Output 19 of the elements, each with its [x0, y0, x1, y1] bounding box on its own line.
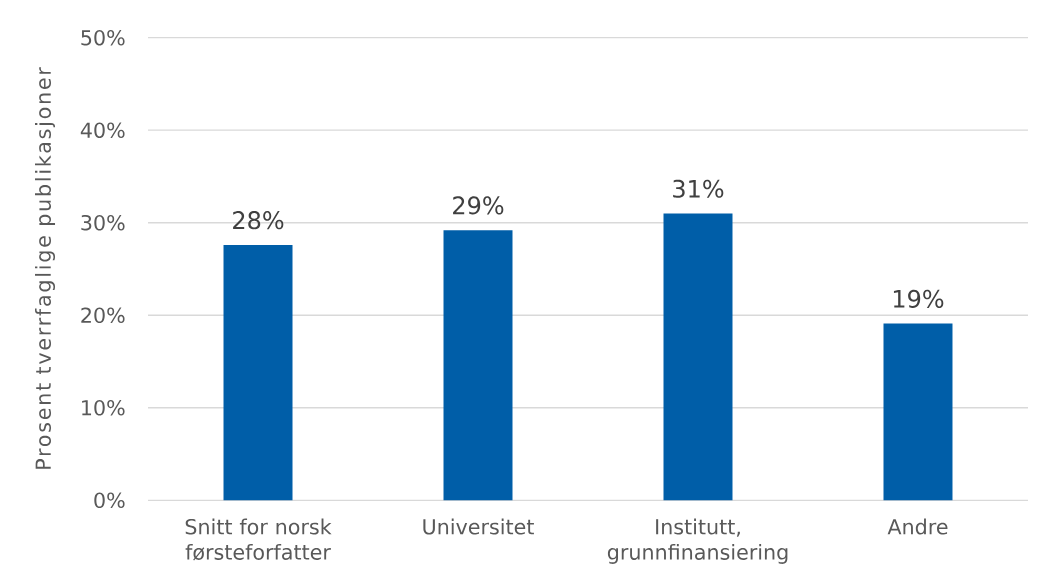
bar	[223, 244, 293, 501]
data-label: 31%	[673, 179, 724, 198]
y-tick-label: 30%	[81, 214, 125, 231]
y-tick-label: 0%	[94, 492, 125, 509]
y-tick-label: 50%	[81, 29, 125, 46]
bar	[883, 323, 953, 501]
x-tick-label: Andre	[887, 518, 948, 535]
bar	[663, 213, 733, 501]
y-tick-label: 10%	[82, 399, 125, 416]
x-tick-label: Snitt for norsk førsteforfatter	[185, 518, 332, 561]
data-label: 28%	[233, 211, 284, 230]
y-axis-title: Prosent tverrfaglige publikasjoner	[35, 67, 56, 469]
x-tick-label: Institutt, grunnfinansiering	[607, 518, 788, 564]
y-tick-label: 20%	[81, 307, 125, 324]
data-label: 19%	[893, 289, 944, 308]
x-tick-label: Universitet	[423, 518, 534, 535]
bar	[443, 230, 513, 501]
y-tick-label: 40%	[80, 122, 125, 139]
data-label: 29%	[453, 196, 504, 215]
